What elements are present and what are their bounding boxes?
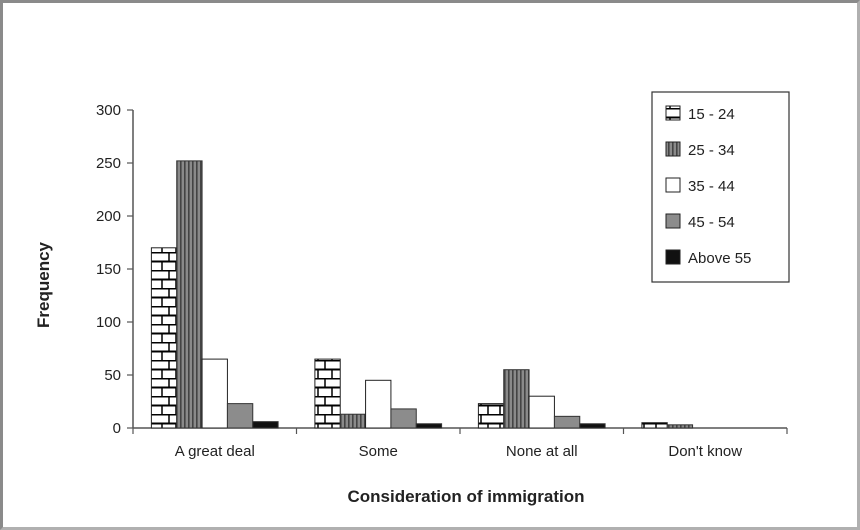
bar-above-55-a-great-deal xyxy=(252,421,279,429)
legend-swatch-25-34 xyxy=(665,141,681,157)
bar-above-55-some xyxy=(415,423,443,429)
bar-above-55-none-at-all xyxy=(579,423,606,429)
legend-label-35-44: 35 - 44 xyxy=(688,178,735,195)
bar-45-54-none-at-all xyxy=(553,415,581,429)
bar-15-24-don-t-know xyxy=(641,422,668,429)
y-tick-label: 200 xyxy=(96,208,121,225)
bar-25-34-some xyxy=(339,413,367,429)
legend-label-45-54: 45 - 54 xyxy=(688,214,735,231)
bar-45-54-some xyxy=(390,408,417,429)
bar-35-44-none-at-all xyxy=(528,395,555,429)
bar-35-44-some xyxy=(365,379,392,429)
bar-15-24-some xyxy=(314,358,341,429)
x-tick-label: Don't know xyxy=(668,443,742,460)
legend-swatch-above-55 xyxy=(665,249,681,265)
x-tick-label: Some xyxy=(359,443,398,460)
y-tick-label: 0 xyxy=(113,420,121,437)
y-tick-label: 100 xyxy=(96,314,121,331)
y-axis-title: Frequency xyxy=(34,241,53,328)
x-tick-label: None at all xyxy=(506,443,578,460)
x-tick-label: A great deal xyxy=(175,443,255,460)
legend-swatch-45-54 xyxy=(665,213,681,229)
bar-25-34-don-t-know xyxy=(666,424,694,429)
y-tick-label: 150 xyxy=(96,261,121,278)
bar-45-54-a-great-deal xyxy=(226,403,254,429)
y-tick-label: 250 xyxy=(96,155,121,172)
bar-15-24-none-at-all xyxy=(477,403,505,429)
legend: 15 - 24 25 - 34 35 - 44 45 - 54 Above 55 xyxy=(651,91,790,283)
x-axis-title: Consideration of immigration xyxy=(347,487,584,506)
legend-label-25-34: 25 - 34 xyxy=(688,142,735,159)
bar-25-34-a-great-deal xyxy=(176,160,203,429)
y-tick-label: 300 xyxy=(96,102,121,119)
legend-swatch-15-24 xyxy=(665,105,681,121)
bar-35-44-a-great-deal xyxy=(201,358,228,429)
legend-label-15-24: 15 - 24 xyxy=(688,106,735,123)
legend-swatch-35-44 xyxy=(665,177,681,193)
bar-25-34-none-at-all xyxy=(503,369,530,429)
bar-15-24-a-great-deal xyxy=(150,247,178,429)
legend-label-above-55: Above 55 xyxy=(688,250,751,267)
y-tick-label: 50 xyxy=(104,367,121,384)
